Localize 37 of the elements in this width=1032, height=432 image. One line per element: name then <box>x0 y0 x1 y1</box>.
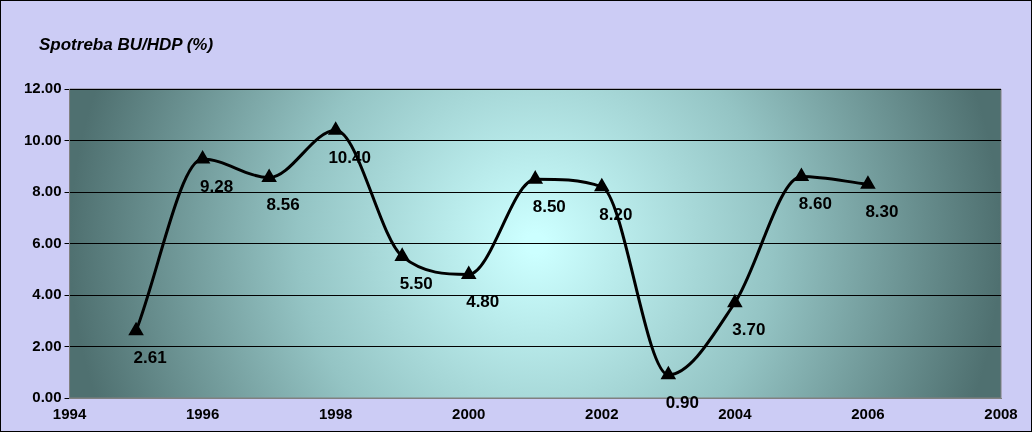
y-tick-label: 6.00 <box>32 233 62 251</box>
chart-title: Spotreba BU/HDP (%) <box>39 35 214 55</box>
x-tick-label: 1998 <box>318 405 353 423</box>
point <box>195 151 210 164</box>
data-label: 8.56 <box>266 195 300 215</box>
x-tick-label: 2008 <box>984 405 1018 423</box>
point <box>395 248 409 261</box>
x-tick-label: 2002 <box>585 405 619 423</box>
y-tick-label: 8.00 <box>32 182 62 200</box>
data-label: 5.50 <box>399 274 433 294</box>
data-label: 9.28 <box>200 176 234 196</box>
data-label: 0.90 <box>665 392 699 412</box>
point <box>328 122 343 135</box>
point <box>661 367 676 380</box>
x-tick-label: 1994 <box>52 405 87 423</box>
x-tick-label: 2004 <box>718 405 753 423</box>
data-label: 3.70 <box>732 320 766 340</box>
y-tick-label: 12.00 <box>23 79 62 97</box>
point <box>462 266 476 279</box>
x-tick-label: 2006 <box>851 405 885 423</box>
point <box>794 169 809 182</box>
y-tick-label: 10.00 <box>23 130 62 148</box>
data-label: 8.30 <box>865 201 899 221</box>
x-tick-label: 2000 <box>452 405 486 423</box>
data-label: 8.60 <box>798 194 832 214</box>
point <box>728 295 742 308</box>
point <box>528 171 542 184</box>
y-tick-label: 2.00 <box>32 336 62 354</box>
y-tick-label: 0.00 <box>32 388 62 406</box>
point <box>129 323 143 336</box>
point <box>262 170 276 183</box>
y-tick-label: 4.00 <box>32 285 62 303</box>
data-label: 8.50 <box>532 196 566 216</box>
x-tick-label: 1996 <box>185 405 220 423</box>
data-label: 2.61 <box>133 348 167 368</box>
point <box>861 176 875 189</box>
point <box>595 179 609 192</box>
